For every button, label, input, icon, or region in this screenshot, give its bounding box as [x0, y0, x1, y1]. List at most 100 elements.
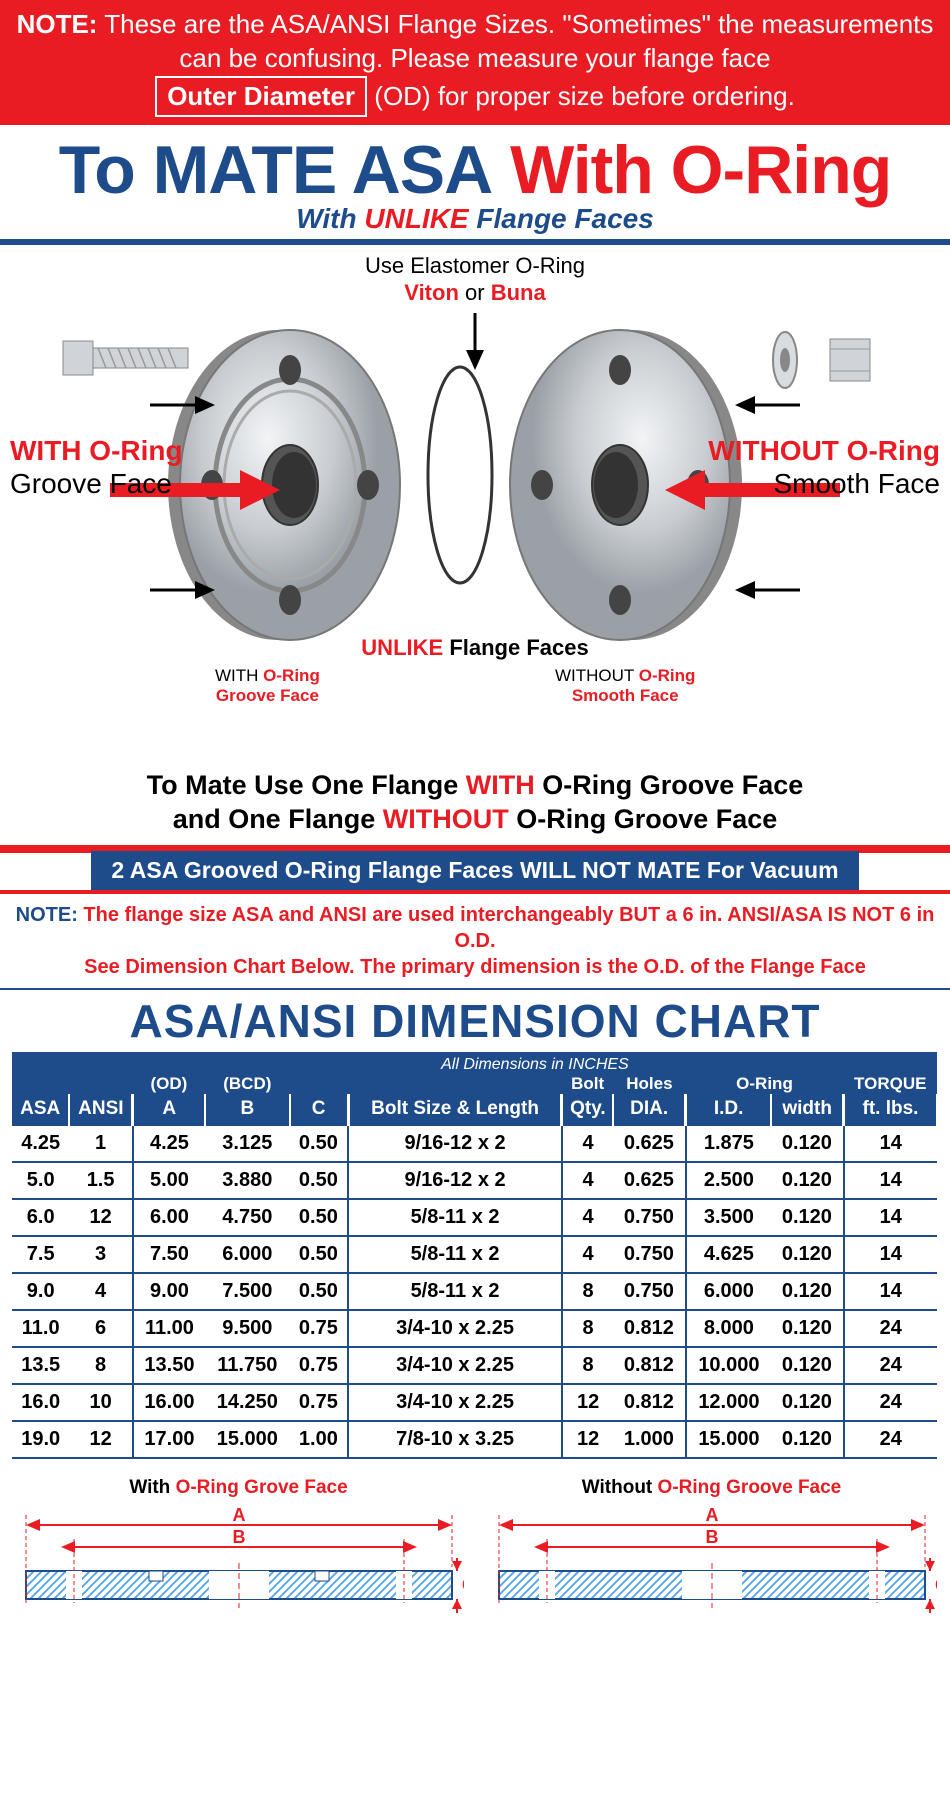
table-row: 11.0611.009.5000.753/4-10 x 2.2580.8128.… — [12, 1310, 937, 1347]
table-cell: 0.625 — [613, 1162, 685, 1199]
table-cell: 9.500 — [205, 1310, 290, 1347]
table-cell: 0.50 — [290, 1162, 349, 1199]
table-cell: 4.750 — [205, 1199, 290, 1236]
table-cell: 13.5 — [12, 1347, 69, 1384]
col-id: I.D. — [686, 1094, 772, 1125]
oring-sub: O-Ring — [686, 1074, 844, 1094]
table-cell: 5.00 — [133, 1162, 205, 1199]
table-cell: 14 — [844, 1273, 938, 1310]
table-cell: 1.00 — [290, 1421, 349, 1458]
table-cell: 4 — [562, 1236, 613, 1273]
xsec-right: Without O-Ring Groove Face A B — [485, 1477, 938, 1628]
title-sub-pre: With — [296, 203, 356, 234]
table-cell: 15.000 — [205, 1421, 290, 1458]
table-cell: 8.000 — [686, 1310, 772, 1347]
table-cell: 6 — [69, 1310, 132, 1347]
table-cell: 4.25 — [12, 1125, 69, 1162]
note-tail: (OD) for proper size before ordering. — [374, 81, 795, 111]
arrows-icon — [0, 245, 950, 765]
table-cell: 4 — [69, 1273, 132, 1310]
mate-1a: To Mate Use One Flange — [147, 770, 459, 800]
table-cell: 0.50 — [290, 1199, 349, 1236]
table-cell: 0.120 — [771, 1125, 843, 1162]
table-row: 19.01217.0015.0001.007/8-10 x 3.25121.00… — [12, 1421, 937, 1458]
table-row: 7.537.506.0000.505/8-11 x 240.7504.6250.… — [12, 1236, 937, 1273]
table-cell: 14 — [844, 1236, 938, 1273]
dimension-table-wrap: All Dimensions in INCHES (OD) (BCD) Bolt… — [0, 1052, 950, 1459]
table-cell: 24 — [844, 1384, 938, 1421]
title-mate-asa: MATE ASA — [153, 132, 493, 208]
table-cell: 11.00 — [133, 1310, 205, 1347]
right-flange-label: WITHOUT O-Ring Smooth Face — [708, 435, 940, 499]
warning-msg: 2 ASA Grooved O-Ring Flange Faces WILL N… — [91, 851, 858, 890]
table-cell: 5/8-11 x 2 — [348, 1236, 562, 1273]
xslr: O-Ring Grove Face — [176, 1477, 348, 1498]
table-cell: 6.000 — [686, 1273, 772, 1310]
note-bar: NOTE: These are the ASA/ANSI Flange Size… — [0, 0, 950, 125]
table-cell: 5/8-11 x 2 — [348, 1273, 562, 1310]
mate-2a: and One Flange — [173, 804, 376, 834]
xsr1: Without — [582, 1477, 653, 1498]
table-cell: 4 — [562, 1199, 613, 1236]
title-to: To — [59, 132, 135, 208]
table-cell: 3 — [69, 1236, 132, 1273]
table-row: 5.01.55.003.8800.509/16-12 x 240.6252.50… — [12, 1162, 937, 1199]
table-cell: 0.75 — [290, 1347, 349, 1384]
table-cell: 9/16-12 x 2 — [348, 1125, 562, 1162]
cap-lr: O-Ring — [263, 666, 320, 685]
table-cell: 0.120 — [771, 1310, 843, 1347]
table-cell: 8 — [562, 1347, 613, 1384]
table-cell: 3/4-10 x 2.25 — [348, 1310, 562, 1347]
table-cell: 0.812 — [613, 1384, 685, 1421]
svg-text:C: C — [935, 1575, 937, 1595]
table-cell: 7/8-10 x 3.25 — [348, 1421, 562, 1458]
table-cell: 0.120 — [771, 1421, 843, 1458]
table-cell: 3/4-10 x 2.25 — [348, 1384, 562, 1421]
xsl1: With — [129, 1477, 170, 1498]
table-cell: 24 — [844, 1310, 938, 1347]
table-cell: 12 — [562, 1384, 613, 1421]
svg-text:A: A — [705, 1505, 718, 1525]
torque-u: TORQUE — [844, 1074, 938, 1094]
table-cell: 4.25 — [133, 1125, 205, 1162]
table-cell: 12.000 — [686, 1384, 772, 1421]
table-cell: 0.50 — [290, 1273, 349, 1310]
unlike-rest: Flange Faces — [449, 635, 588, 660]
table-cell: 3/4-10 x 2.25 — [348, 1347, 562, 1384]
table-cell: 11.0 — [12, 1310, 69, 1347]
table-cell: 5.0 — [12, 1162, 69, 1199]
bcd-sub: (BCD) — [205, 1074, 290, 1094]
note-text: These are the ASA/ANSI Flange Sizes. "So… — [104, 9, 933, 73]
od-sub: (OD) — [133, 1074, 205, 1094]
table-cell: 14.250 — [205, 1384, 290, 1421]
table-row: 16.01016.0014.2500.753/4-10 x 2.25120.81… — [12, 1384, 937, 1421]
table-cell: 1.000 — [613, 1421, 685, 1458]
table-cell: 12 — [69, 1199, 132, 1236]
table-cell: 24 — [844, 1347, 938, 1384]
table-cell: 0.120 — [771, 1273, 843, 1310]
note-lead: NOTE: — [17, 9, 98, 39]
title-block: To MATE ASA With O-Ring With UNLIKE Flan… — [0, 125, 950, 245]
svg-text:B: B — [232, 1527, 245, 1547]
cross-section-wrap: With O-Ring Grove Face A B — [0, 1459, 950, 1646]
note2-l1: The flange size ASA and ANSI are used in… — [83, 904, 934, 952]
note2: NOTE: The flange size ASA and ANSI are u… — [0, 894, 950, 988]
table-cell: 4 — [562, 1162, 613, 1199]
table-cell: 2.500 — [686, 1162, 772, 1199]
table-cell: 0.120 — [771, 1384, 843, 1421]
title-line1: To MATE ASA With O-Ring — [0, 131, 950, 209]
table-cell: 0.75 — [290, 1384, 349, 1421]
table-row: 9.049.007.5000.505/8-11 x 280.7506.0000.… — [12, 1273, 937, 1310]
col-b: B — [205, 1094, 290, 1125]
table-cell: 17.00 — [133, 1421, 205, 1458]
table-cell: 16.00 — [133, 1384, 205, 1421]
unlike-red: UNLIKE — [361, 635, 443, 660]
table-cell: 19.0 — [12, 1421, 69, 1458]
table-cell: 0.750 — [613, 1236, 685, 1273]
table-cell: 11.750 — [205, 1347, 290, 1384]
table-cell: 15.000 — [686, 1421, 772, 1458]
table-cell: 14 — [844, 1199, 938, 1236]
svg-text:C: C — [462, 1575, 464, 1595]
table-cell: 0.120 — [771, 1162, 843, 1199]
col-bolt: Bolt Size & Length — [348, 1094, 562, 1125]
